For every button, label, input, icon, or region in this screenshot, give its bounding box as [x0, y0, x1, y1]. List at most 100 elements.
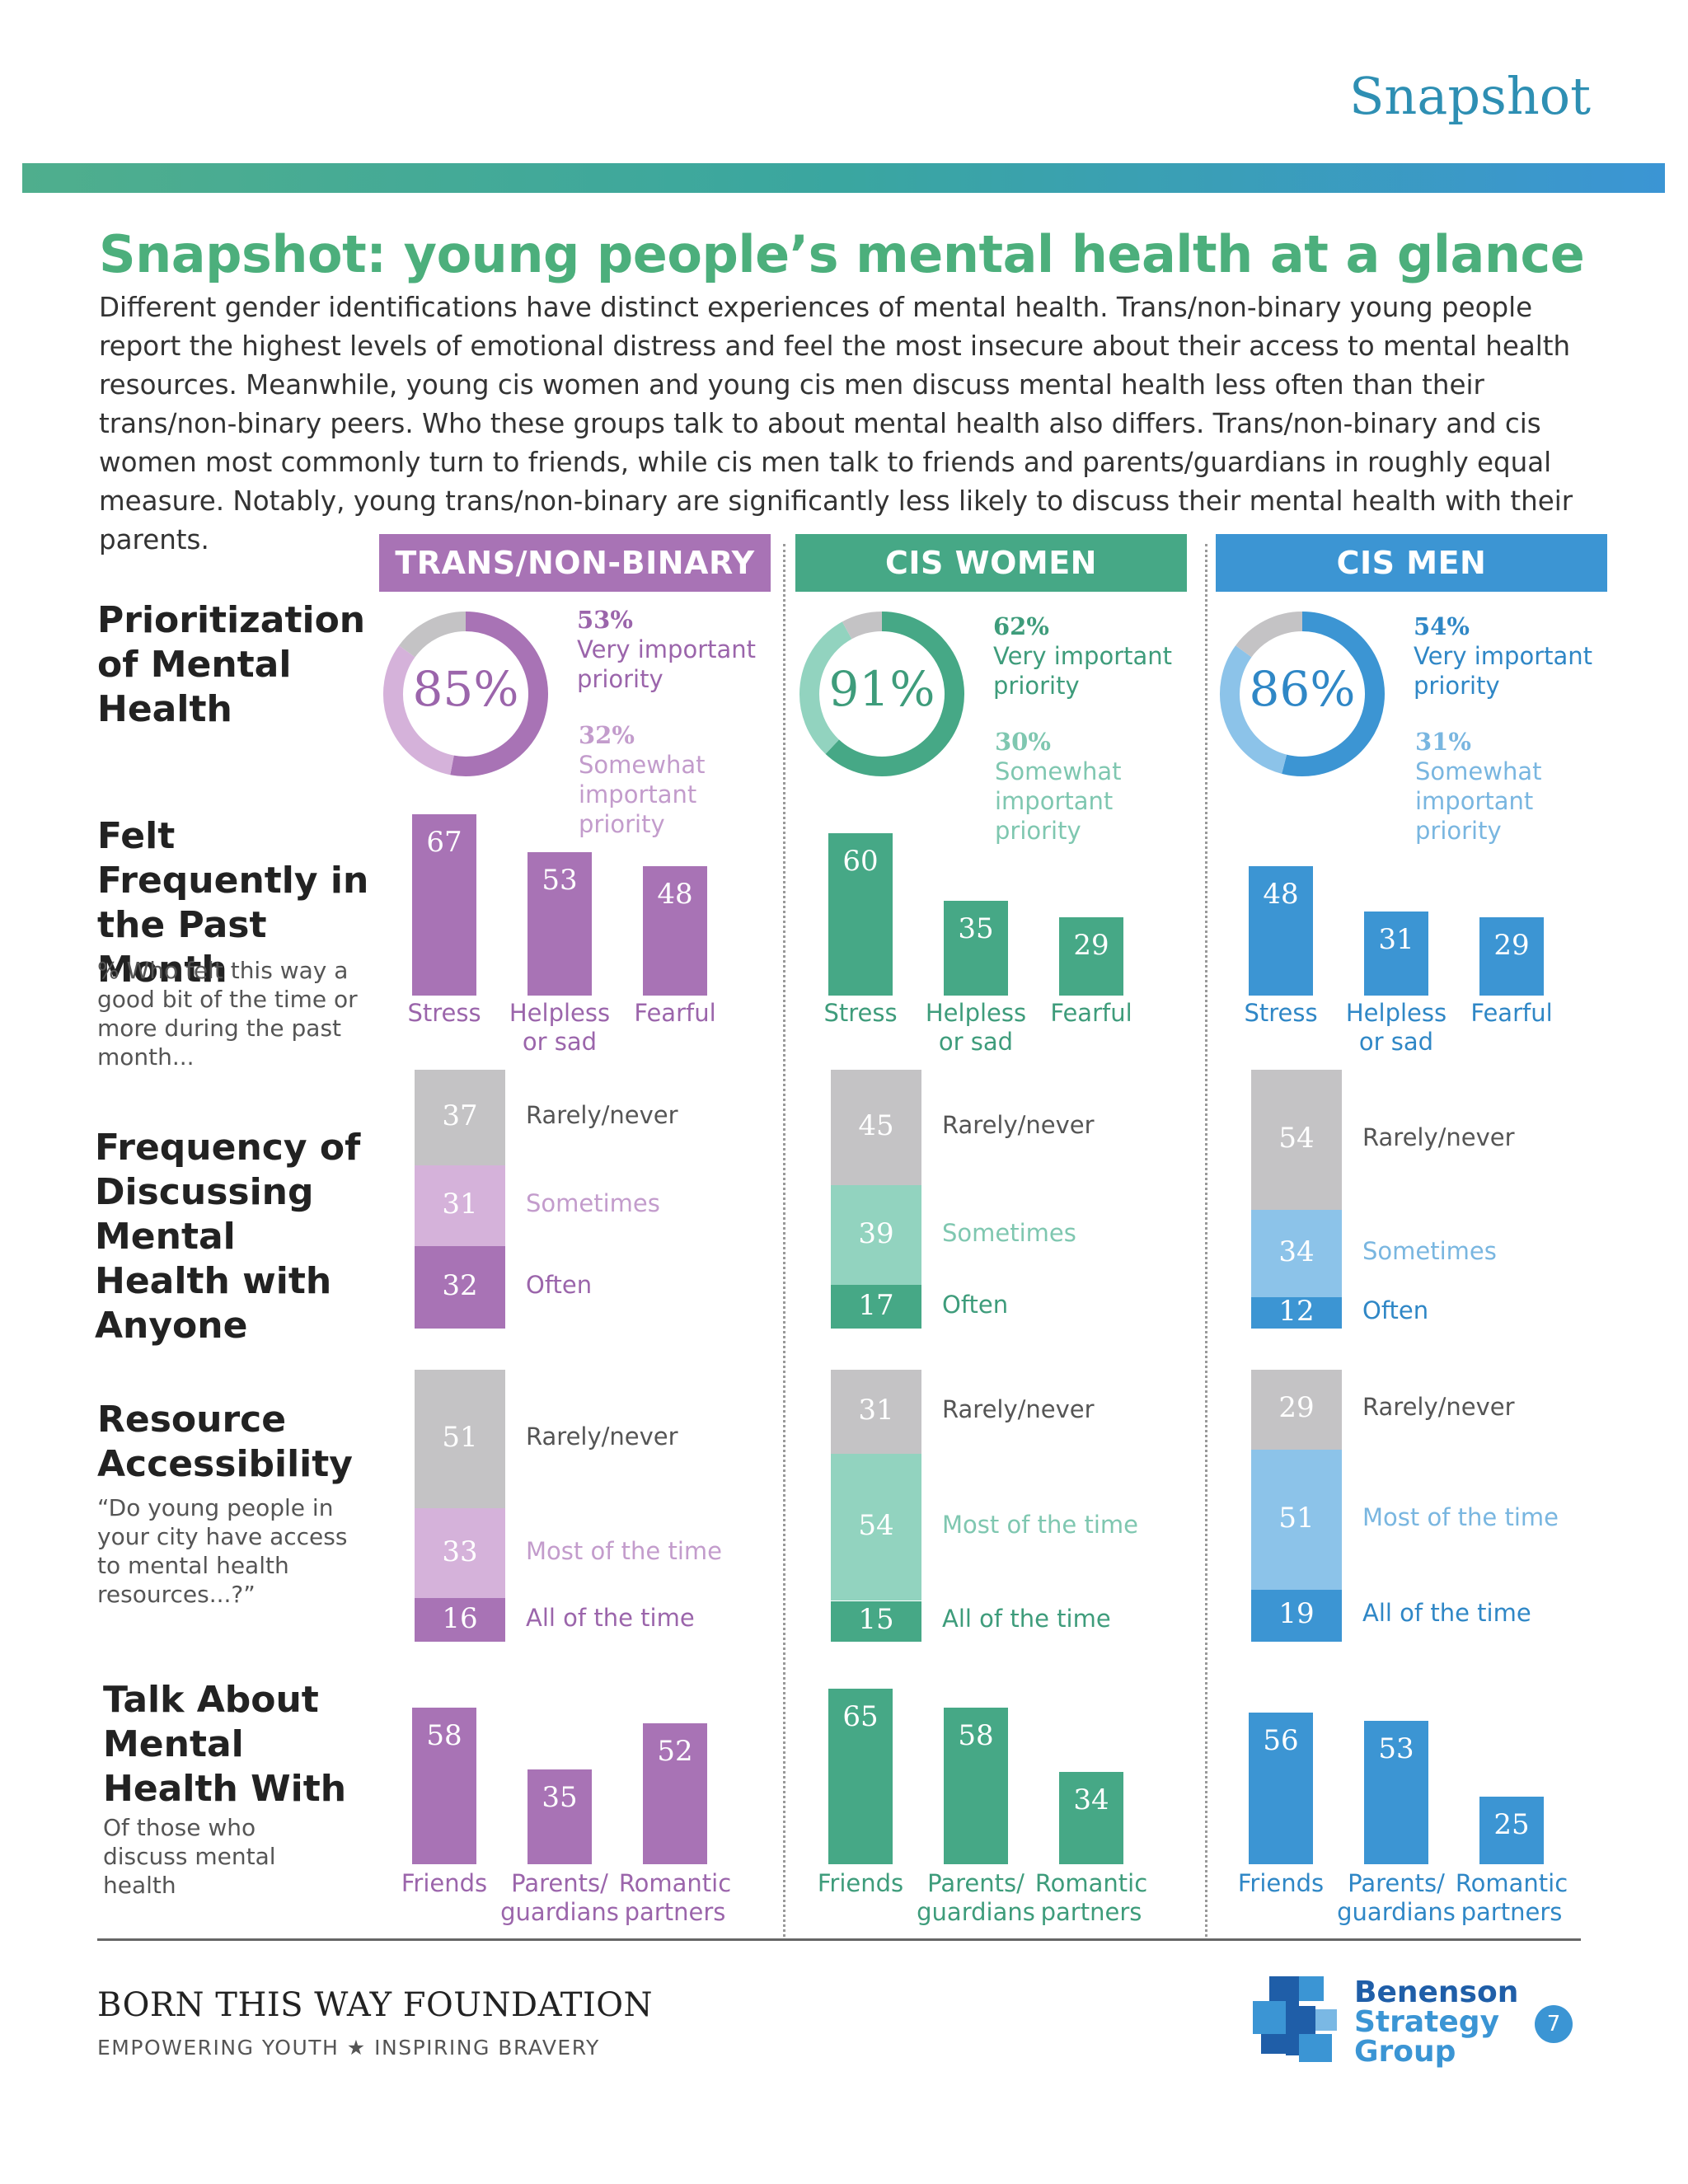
- talk-bar-value: 58: [958, 1718, 994, 1752]
- column-header: CIS WOMEN: [795, 534, 1187, 592]
- very-important-text: Very important priority: [1414, 642, 1593, 700]
- felt-category-label: Helpless or sad: [925, 999, 1027, 1056]
- row-title-felt: Felt Frequently in the Past Month: [97, 815, 369, 991]
- felt-category-label: Stress: [407, 999, 481, 1027]
- somewhat-important-text: Somewhat important priority: [1415, 757, 1542, 845]
- resource-segment-value: 16: [442, 1601, 478, 1635]
- donut-somewhat-important: [1220, 645, 1287, 774]
- talk-category-label: Parents/ guardians: [500, 1869, 619, 1926]
- frequency-segment-label: Sometimes: [1362, 1236, 1497, 1265]
- section-label: Snapshot: [1348, 66, 1591, 126]
- felt-bar-value: 31: [1378, 923, 1414, 957]
- resource-segment-label: Rarely/never: [942, 1395, 1095, 1424]
- bsg-logo-icon: [1253, 1976, 1337, 2062]
- very-important-pct: 54%: [1414, 612, 1470, 640]
- talk-bar: 53: [1364, 1721, 1428, 1864]
- resource-segment: 51: [415, 1370, 505, 1509]
- resource-segment: 16: [415, 1598, 505, 1642]
- resource-segment-value: 15: [858, 1603, 894, 1637]
- frequency-segment-label: Often: [1362, 1296, 1429, 1325]
- row-title-prioritization: Prioritization of Mental Health: [97, 599, 366, 730]
- donut-remainder: [1236, 612, 1303, 658]
- felt-bar-value: 29: [1073, 928, 1109, 962]
- somewhat-important-text: Somewhat important priority: [995, 757, 1122, 845]
- priority-donut: [799, 612, 964, 776]
- talk-category-label: Parents/ guardians: [1337, 1869, 1456, 1926]
- felt-category-label: Helpless or sad: [1345, 999, 1447, 1056]
- column-divider: [1205, 544, 1207, 1937]
- donut-somewhat-important: [383, 645, 455, 776]
- resource-segment-label: Most of the time: [1362, 1502, 1559, 1531]
- felt-bar-value: 48: [1263, 877, 1299, 911]
- frequency-segment: 31: [415, 1165, 505, 1246]
- felt-bar-value: 53: [542, 864, 578, 898]
- felt-category-label: Stress: [1244, 999, 1318, 1027]
- frequency-segment-label: Often: [526, 1270, 593, 1299]
- talk-bar-value: 25: [1493, 1808, 1530, 1841]
- felt-bar: 35: [944, 901, 1008, 996]
- very-important-pct: 53%: [577, 606, 633, 634]
- somewhat-important-pct: 31%: [1415, 728, 1471, 756]
- talk-bar-value: 52: [657, 1735, 693, 1769]
- felt-category-label: Fearful: [1050, 999, 1132, 1027]
- talk-bar-value: 34: [1073, 1783, 1109, 1817]
- priority-donut: [383, 612, 548, 776]
- column-header: TRANS/NON-BINARY: [379, 534, 771, 592]
- talk-bar: 52: [643, 1723, 707, 1864]
- frequency-segment: 12: [1251, 1295, 1342, 1329]
- felt-bar: 67: [412, 814, 476, 996]
- felt-category-label: Fearful: [1470, 999, 1553, 1027]
- intro-paragraph: Different gender identifications have di…: [99, 292, 1573, 555]
- row-title-talk: Talk About Mental Health With: [103, 1679, 347, 1810]
- frequency-segment: 32: [415, 1245, 505, 1329]
- resource-segment-label: All of the time: [1362, 1599, 1531, 1628]
- resource-segment-label: Most of the time: [942, 1511, 1138, 1540]
- frequency-segment-label: Often: [942, 1290, 1009, 1319]
- priority-donut: [1220, 612, 1385, 776]
- frequency-segment: 34: [1251, 1209, 1342, 1298]
- felt-category-label: Fearful: [634, 999, 716, 1027]
- talk-bar: 34: [1059, 1772, 1123, 1864]
- row-sub-felt: % Who felt this way a good bit of the ti…: [97, 957, 358, 1071]
- row-sub-resource: “Do young people in your city have acces…: [97, 1494, 348, 1608]
- talk-category-label: Romantic partners: [618, 1869, 732, 1926]
- felt-bar: 29: [1479, 916, 1544, 996]
- frequency-segment: 37: [415, 1070, 505, 1166]
- talk-bar: 56: [1249, 1713, 1313, 1864]
- donut-total-label: 85%: [412, 661, 519, 717]
- talk-category-label: Romantic partners: [1034, 1869, 1148, 1926]
- page-title: Snapshot: young people’s mental health a…: [99, 224, 1585, 284]
- talk-category-label: Friends: [401, 1869, 488, 1897]
- resource-segment: 54: [831, 1454, 921, 1601]
- org-tagline: EMPOWERING YOUTH ★ INSPIRING BRAVERY: [97, 2036, 600, 2060]
- frequency-segment-value: 39: [858, 1216, 894, 1250]
- resource-segment-value: 29: [1278, 1391, 1315, 1425]
- row-title-frequency: Frequency of Discussing Mental Health wi…: [95, 1127, 361, 1347]
- felt-bar: 48: [1249, 865, 1313, 996]
- talk-bar: 58: [412, 1707, 476, 1864]
- talk-bar-value: 35: [542, 1781, 578, 1815]
- talk-bar: 35: [528, 1769, 592, 1864]
- frequency-segment-value: 32: [442, 1268, 478, 1302]
- donut-very-important: [1282, 612, 1385, 776]
- resource-segment-label: All of the time: [942, 1605, 1111, 1633]
- resource-segment-value: 51: [442, 1421, 478, 1455]
- resource-segment: 31: [831, 1370, 921, 1455]
- frequency-segment-label: Rarely/never: [1362, 1122, 1515, 1151]
- column-header: CIS MEN: [1216, 534, 1607, 592]
- donut-very-important: [825, 612, 964, 776]
- felt-bar-value: 48: [657, 877, 693, 911]
- frequency-segment-value: 45: [858, 1108, 894, 1142]
- donut-total-label: 86%: [1249, 661, 1356, 717]
- frequency-segment-value: 34: [1278, 1235, 1315, 1268]
- talk-bar: 58: [944, 1707, 1008, 1864]
- column-divider: [783, 544, 785, 1937]
- felt-bar-value: 60: [842, 845, 879, 879]
- resource-segment-label: Rarely/never: [1362, 1393, 1515, 1422]
- felt-bar-value: 29: [1493, 928, 1530, 962]
- talk-bar: 65: [828, 1688, 893, 1864]
- frequency-segment: 17: [831, 1285, 921, 1329]
- page-number: 7: [1535, 2005, 1573, 2043]
- felt-category-label: Stress: [823, 999, 898, 1027]
- row-sub-talk: Of those who discuss mental health: [103, 1814, 276, 1899]
